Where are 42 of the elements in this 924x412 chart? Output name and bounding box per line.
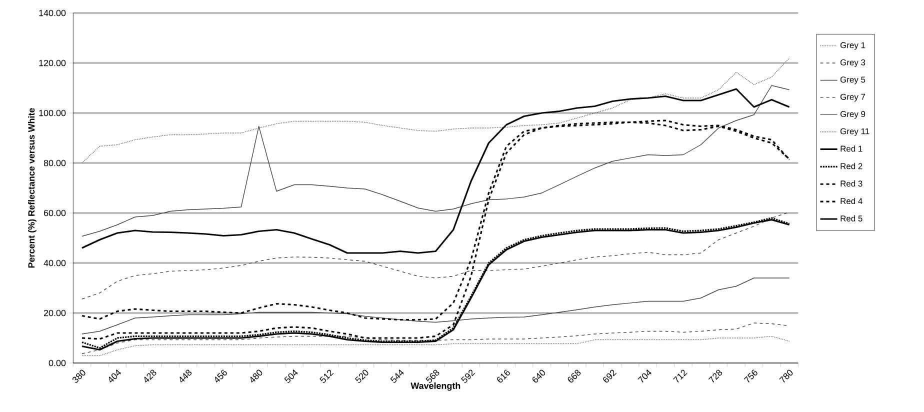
legend-label: Grey 7 [840,94,866,102]
y-tick-label: 40.00 [44,260,66,266]
x-tick-label: 712 [673,370,688,383]
x-tick-label: 568 [426,370,440,383]
x-tick-label: 640 [532,370,546,383]
x-tick-label: 616 [497,370,510,383]
legend-label: Red 2 [840,162,862,170]
x-tick-label: 520 [354,370,368,383]
x-tick-label: 668 [568,370,581,383]
y-tick-label: 100.00 [39,110,66,116]
x-tick-label: 448 [180,370,192,383]
y-tick-label: 60.00 [44,210,66,216]
x-tick-label: 512 [320,370,334,383]
y-axis-title: Percent (%) Reflectance versus White [28,108,36,268]
x-tick-label: 504 [284,370,298,383]
x-tick-label: 692 [603,370,617,383]
y-tick-label: 80.00 [44,160,66,166]
legend-label: Red 5 [840,215,862,222]
legend-label: Grey 9 [840,111,866,119]
x-tick-label: 592 [461,370,476,383]
x-axis-title: Wavelength [410,382,460,391]
y-tick-label: 140.00 [39,10,66,16]
x-tick-label: 704 [638,370,652,383]
x-tick-label: 380 [72,370,86,383]
legend-label: Grey 3 [840,59,866,68]
y-tick-label: 20.00 [44,310,66,316]
x-tick-label: 728 [708,370,722,383]
x-tick-label: 756 [744,370,758,383]
y-tick-label: 120.00 [39,60,66,66]
legend-label: Red 1 [840,145,862,152]
x-tick-label: 780 [779,370,793,383]
y-tick-label: 0.00 [48,360,66,366]
x-tick-label: 404 [108,370,121,383]
legend-label: Red 3 [840,180,862,187]
x-tick-label: 544 [390,369,404,383]
legend-label: Grey 1 [840,42,866,50]
legend-label: Grey 5 [840,76,866,84]
legend-label: Grey 11 [840,128,870,136]
x-tick-label: 428 [144,370,156,383]
x-tick-label: 480 [250,370,262,383]
legend-label: Red 4 [840,198,862,204]
x-tick-label: 456 [215,370,227,383]
